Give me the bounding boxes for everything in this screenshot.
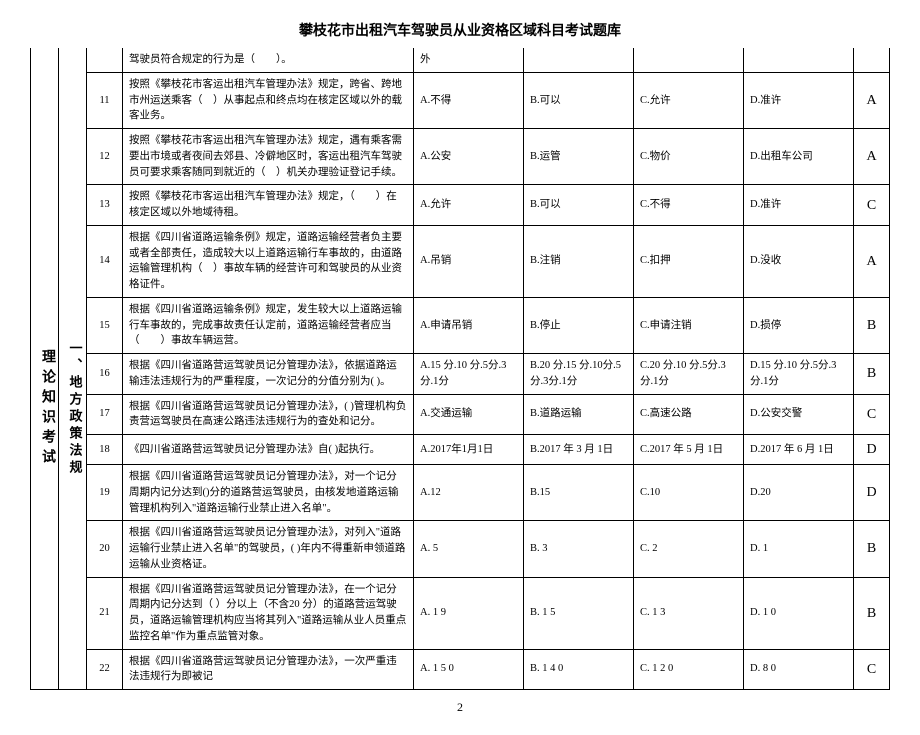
answer: B <box>854 521 890 577</box>
option-b: B.道路运输 <box>524 394 634 435</box>
answer: C <box>854 649 890 690</box>
option-b: B.2017 年 3 月 1日 <box>524 435 634 465</box>
row-number: 14 <box>87 225 123 297</box>
answer: A <box>854 129 890 185</box>
row-number: 17 <box>87 394 123 435</box>
row-number: 16 <box>87 354 123 395</box>
option-c: C.物价 <box>634 129 744 185</box>
option-c: C.扣押 <box>634 225 744 297</box>
category1-spacer <box>31 48 59 129</box>
option-b: B. 3 <box>524 521 634 577</box>
question-text: 按照《攀枝花市客运出租汽车管理办法》规定，遇有乘客需要出市境或者夜间去郊县、冷僻… <box>123 129 414 185</box>
option-c: C.10 <box>634 465 744 521</box>
option-c: C.20 分.10 分.5分.3分.1分 <box>634 354 744 395</box>
answer: D <box>854 435 890 465</box>
row-number: 20 <box>87 521 123 577</box>
option-c: C.不得 <box>634 185 744 226</box>
question-text: 根据《四川省道路营运驾驶员记分管理办法》，对列入"道路运输行业禁止进入名单"的驾… <box>123 521 414 577</box>
option-d: D.准许 <box>744 72 854 128</box>
option-a: A.吊销 <box>414 225 524 297</box>
page-number: 2 <box>30 700 890 715</box>
option-c: C. 1 2 0 <box>634 649 744 690</box>
answer: C <box>854 394 890 435</box>
option-b: B.可以 <box>524 72 634 128</box>
option-a: A.不得 <box>414 72 524 128</box>
option-d: D.15 分.10 分.5分.3分.1分 <box>744 354 854 395</box>
option-d: D.20 <box>744 465 854 521</box>
option-b: B.15 <box>524 465 634 521</box>
option-a: A.申请吊销 <box>414 297 524 353</box>
option-d: D. 1 0 <box>744 577 854 649</box>
question-table: 驾驶员符合规定的行为是（ ）。外 11按照《攀枝花市客运出租汽车管理办法》规定，跨… <box>30 48 890 690</box>
question-text: 驾驶员符合规定的行为是（ ）。 <box>123 48 414 72</box>
option-b: B. 1 4 0 <box>524 649 634 690</box>
answer: D <box>854 465 890 521</box>
option-b: B.停止 <box>524 297 634 353</box>
option-b: B.运管 <box>524 129 634 185</box>
question-text: 《四川省道路营运驾驶员记分管理办法》自( )起执行。 <box>123 435 414 465</box>
option-a: A.2017年1月1日 <box>414 435 524 465</box>
row-number: 11 <box>87 72 123 128</box>
row-number: 19 <box>87 465 123 521</box>
option-a: A.15 分.10 分.5分.3分.1分 <box>414 354 524 395</box>
option-c: C. 1 3 <box>634 577 744 649</box>
option-d: D. 8 0 <box>744 649 854 690</box>
row-number: 15 <box>87 297 123 353</box>
option-c: C.高速公路 <box>634 394 744 435</box>
option-c: C.允许 <box>634 72 744 128</box>
option-d: D.准许 <box>744 185 854 226</box>
question-text: 根据《四川省道路营运驾驶员记分管理办法》，一次严重违法违规行为即被记 <box>123 649 414 690</box>
question-text: 根据《四川省道路运输条例》规定，发生较大以上道路运输行车事故的，完成事故责任认定… <box>123 297 414 353</box>
option-b: B.注销 <box>524 225 634 297</box>
answer <box>854 48 890 72</box>
row-number <box>87 48 123 72</box>
option-a: A.允许 <box>414 185 524 226</box>
row-number: 12 <box>87 129 123 185</box>
option-a: 外 <box>414 48 524 72</box>
option-c: C. 2 <box>634 521 744 577</box>
category2-spacer <box>59 48 87 129</box>
option-d: D.出租车公司 <box>744 129 854 185</box>
option-b: B.20 分.15 分.10分.5分.3分.1分 <box>524 354 634 395</box>
option-a: A.公安 <box>414 129 524 185</box>
option-d: D.公安交警 <box>744 394 854 435</box>
row-number: 13 <box>87 185 123 226</box>
option-d: D.损停 <box>744 297 854 353</box>
page-title: 攀枝花市出租汽车驾驶员从业资格区域科目考试题库 <box>30 20 890 40</box>
option-d: D. 1 <box>744 521 854 577</box>
answer: C <box>854 185 890 226</box>
option-d: D.没收 <box>744 225 854 297</box>
option-a: A.12 <box>414 465 524 521</box>
row-number: 21 <box>87 577 123 649</box>
row-number: 18 <box>87 435 123 465</box>
question-text: 根据《四川省道路营运驾驶员记分管理办法》，对一个记分周期内记分达到()分的道路营… <box>123 465 414 521</box>
question-text: 根据《四川省道路营运驾驶员记分管理办法》，在一个记分周期内记分达到（ ）分以上（… <box>123 577 414 649</box>
option-c: C.申请注销 <box>634 297 744 353</box>
question-text: 按照《攀枝花市客运出租汽车管理办法》规定，跨省、跨地市州运送乘客（ ）从事起点和… <box>123 72 414 128</box>
option-a: A. 1 9 <box>414 577 524 649</box>
answer: A <box>854 225 890 297</box>
option-b <box>524 48 634 72</box>
option-d: D.2017 年 6 月 1日 <box>744 435 854 465</box>
option-b: B.可以 <box>524 185 634 226</box>
answer: B <box>854 297 890 353</box>
option-a: A. 1 5 0 <box>414 649 524 690</box>
option-c: C.2017 年 5 月 1日 <box>634 435 744 465</box>
category1: 理论知识考试 <box>31 129 59 690</box>
answer: B <box>854 577 890 649</box>
option-c <box>634 48 744 72</box>
answer: B <box>854 354 890 395</box>
question-text: 根据《四川省道路营运驾驶员记分管理办法》，( )管理机构负责营运驾驶员在高速公路… <box>123 394 414 435</box>
option-b: B. 1 5 <box>524 577 634 649</box>
option-a: A.交通运输 <box>414 394 524 435</box>
option-d <box>744 48 854 72</box>
category2: 一、地方政策法规 <box>59 129 87 690</box>
row-number: 22 <box>87 649 123 690</box>
option-a: A. 5 <box>414 521 524 577</box>
answer: A <box>854 72 890 128</box>
question-text: 根据《四川省道路运输条例》规定，道路运输经营者负主要或者全部责任，造成较大以上道… <box>123 225 414 297</box>
question-text: 根据《四川省道路营运驾驶员记分管理办法》，依据道路运输违法违规行为的严重程度，一… <box>123 354 414 395</box>
question-text: 按照《攀枝花市客运出租汽车管理办法》规定，（ ）在核定区域以外地域待租。 <box>123 185 414 226</box>
